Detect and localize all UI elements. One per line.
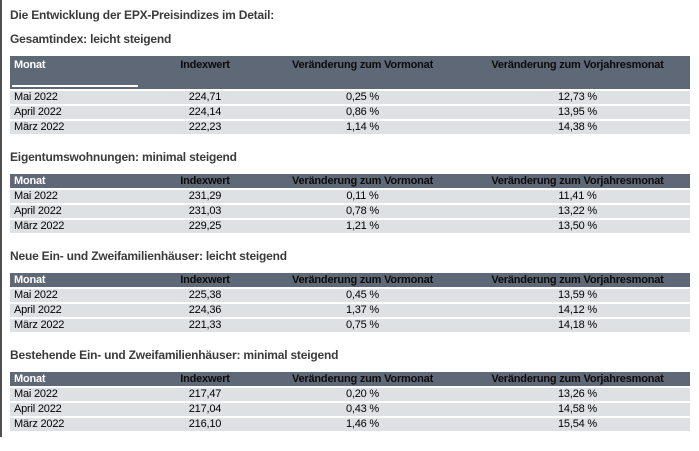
month-cell: April 2022: [10, 106, 150, 119]
table-row: März 2022 222,23 1,14 % 14,38 %: [10, 121, 690, 134]
mom-change-cell: 1,46 %: [260, 418, 465, 431]
column-header-vormonat: Veränderung zum Vormonat: [260, 273, 465, 287]
mom-change-cell: 0,86 %: [260, 106, 465, 119]
index-value-cell: 231,03: [150, 205, 260, 218]
month-cell: April 2022: [10, 205, 150, 218]
section-title: Bestehende Ein- und Zweifamilienhäuser: …: [10, 348, 339, 362]
table-row: April 2022 224,14 0,86 % 13,95 %: [10, 106, 690, 119]
index-value-cell: 224,71: [150, 91, 260, 104]
table-row: Mai 2022 231,29 0,11 % 11,41 %: [10, 190, 690, 203]
table-header-row: Monat Indexwert Veränderung zum Vormonat Ve…: [10, 372, 690, 386]
mom-change-cell: 0,43 %: [260, 403, 465, 416]
yoy-change-cell: 13,22 %: [465, 205, 690, 218]
yoy-change-cell: 14,18 %: [465, 319, 690, 332]
column-header-indexwert: Indexwert: [150, 273, 260, 287]
index-value-cell: 217,04: [150, 403, 260, 416]
yoy-change-cell: 13,59 %: [465, 289, 690, 302]
mom-change-cell: 1,37 %: [260, 304, 465, 317]
column-header-vorjahresmonat: Veränderung zum Vorjahresmonat: [465, 174, 690, 188]
table-row: April 2022 224,36 1,37 % 14,12 %: [10, 304, 690, 317]
table-row: Mai 2022 225,38 0,45 % 13,59 %: [10, 289, 690, 302]
month-cell: März 2022: [10, 418, 150, 431]
yoy-change-cell: 11,41 %: [465, 190, 690, 203]
index-table: Monat Indexwert Veränderung zum Vormonat Ve…: [10, 172, 690, 235]
index-table: Monat Indexwert Veränderung zum Vormonat Ve…: [10, 54, 690, 136]
index-table: Monat Indexwert Veränderung zum Vormonat Ve…: [10, 370, 690, 433]
month-cell: März 2022: [10, 319, 150, 332]
table-row: Mai 2022 224,71 0,25 % 12,73 %: [10, 91, 690, 104]
report-content: Die Entwicklung der EPX-Preisindizes im …: [10, 8, 690, 447]
column-header-vorjahresmonat: Veränderung zum Vorjahresmonat: [465, 273, 690, 287]
month-cell: März 2022: [10, 220, 150, 233]
section-title: Neue Ein- und Zweifamilienhäuser: leicht…: [10, 249, 287, 263]
index-value-cell: 217,47: [150, 388, 260, 401]
month-cell: Mai 2022: [10, 91, 150, 104]
yoy-change-cell: 13,26 %: [465, 388, 690, 401]
section-title: Gesamtindex: leicht steigend: [10, 32, 172, 46]
index-section: Bestehende Ein- und Zweifamilienhäuser: …: [10, 348, 690, 433]
month-cell: Mai 2022: [10, 289, 150, 302]
index-section: Gesamtindex: leicht steigend Monat Indexw…: [10, 32, 690, 136]
page-title: Die Entwicklung der EPX-Preisindizes im …: [10, 8, 275, 22]
yoy-change-cell: 13,95 %: [465, 106, 690, 119]
index-section: Neue Ein- und Zweifamilienhäuser: leicht…: [10, 249, 690, 334]
table-row: März 2022 216,10 1,46 % 15,54 %: [10, 418, 690, 431]
table-header-row: Monat Indexwert Veränderung zum Vormonat Ve…: [10, 174, 690, 188]
index-section: Eigentumswohnungen: minimal steigend Mon…: [10, 150, 690, 235]
column-header-vorjahresmonat: Veränderung zum Vorjahresmonat: [465, 56, 690, 89]
column-header-vormonat: Veränderung zum Vormonat: [260, 372, 465, 386]
yoy-change-cell: 12,73 %: [465, 91, 690, 104]
index-value-cell: 224,36: [150, 304, 260, 317]
column-header-indexwert: Indexwert: [150, 174, 260, 188]
mom-change-cell: 0,45 %: [260, 289, 465, 302]
mom-change-cell: 1,21 %: [260, 220, 465, 233]
mom-change-cell: 0,25 %: [260, 91, 465, 104]
column-header-indexwert: Indexwert: [150, 56, 260, 89]
column-header-indexwert: Indexwert: [150, 372, 260, 386]
mom-change-cell: 0,20 %: [260, 388, 465, 401]
index-table: Monat Indexwert Veränderung zum Vormonat Ve…: [10, 271, 690, 334]
table-row: März 2022 229,25 1,21 % 13,50 %: [10, 220, 690, 233]
index-value-cell: 229,25: [150, 220, 260, 233]
index-value-cell: 224,14: [150, 106, 260, 119]
index-value-cell: 225,38: [150, 289, 260, 302]
month-cell: Mai 2022: [10, 388, 150, 401]
month-cell: März 2022: [10, 121, 150, 134]
column-header-monat: Monat: [10, 273, 150, 287]
mom-change-cell: 0,78 %: [260, 205, 465, 218]
table-header-row: Monat Indexwert Veränderung zum Vormonat Ve…: [10, 56, 690, 89]
mom-change-cell: 0,11 %: [260, 190, 465, 203]
yoy-change-cell: 14,58 %: [465, 403, 690, 416]
column-header-vormonat: Veränderung zum Vormonat: [260, 174, 465, 188]
month-cell: April 2022: [10, 304, 150, 317]
table-row: März 2022 221,33 0,75 % 14,18 %: [10, 319, 690, 332]
table-row: April 2022 217,04 0,43 % 14,58 %: [10, 403, 690, 416]
section-title: Eigentumswohnungen: minimal steigend: [10, 150, 237, 164]
yoy-change-cell: 14,38 %: [465, 121, 690, 134]
month-cell: April 2022: [10, 403, 150, 416]
mom-change-cell: 1,14 %: [260, 121, 465, 134]
table-row: April 2022 231,03 0,78 % 13,22 %: [10, 205, 690, 218]
column-header-vormonat: Veränderung zum Vormonat: [260, 56, 465, 89]
table-header-row: Monat Indexwert Veränderung zum Vormonat Ve…: [10, 273, 690, 287]
yoy-change-cell: 14,12 %: [465, 304, 690, 317]
sections-container: Gesamtindex: leicht steigend Monat Indexw…: [10, 32, 690, 433]
index-value-cell: 216,10: [150, 418, 260, 431]
column-header-monat: Monat: [10, 56, 150, 89]
yoy-change-cell: 15,54 %: [465, 418, 690, 431]
index-value-cell: 222,23: [150, 121, 260, 134]
table-row: Mai 2022 217,47 0,20 % 13,26 %: [10, 388, 690, 401]
column-header-monat: Monat: [10, 174, 150, 188]
index-value-cell: 221,33: [150, 319, 260, 332]
index-value-cell: 231,29: [150, 190, 260, 203]
mom-change-cell: 0,75 %: [260, 319, 465, 332]
page-left-edge-border: [0, 0, 2, 437]
yoy-change-cell: 13,50 %: [465, 220, 690, 233]
column-header-vorjahresmonat: Veränderung zum Vorjahresmonat: [465, 372, 690, 386]
column-header-monat: Monat: [10, 372, 150, 386]
month-cell: Mai 2022: [10, 190, 150, 203]
